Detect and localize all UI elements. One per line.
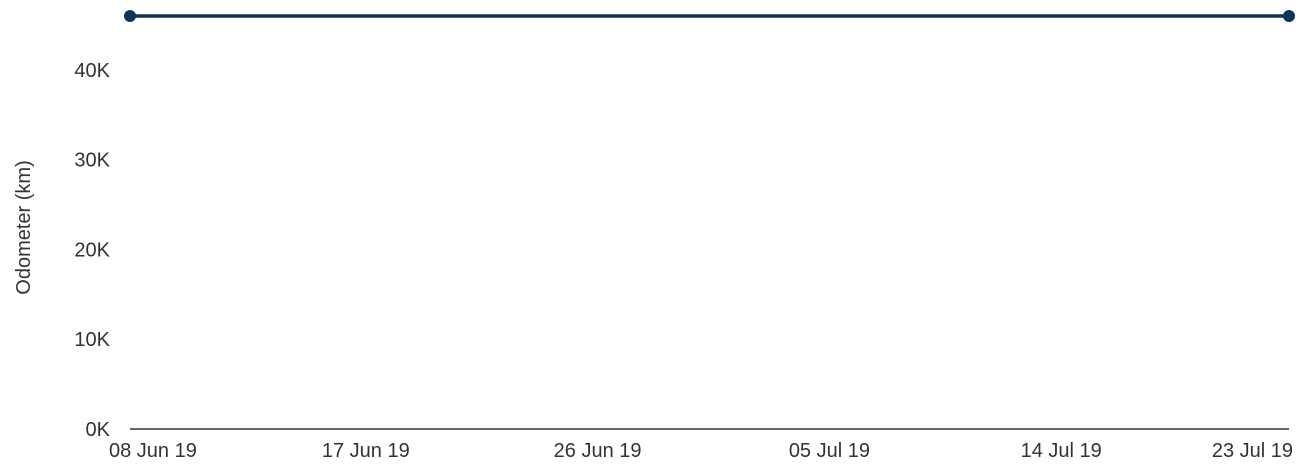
x-tick-label: 08 Jun 19 [109, 440, 197, 462]
y-tick-labels: 0K 10K 20K 30K 40K [74, 60, 110, 441]
y-axis-title-group: Odometer (km) [13, 160, 35, 294]
y-tick-label: 40K [74, 60, 110, 82]
x-tick-labels: 08 Jun 19 17 Jun 19 26 Jun 19 05 Jul 19 14 J… [109, 440, 1293, 462]
data-point[interactable] [124, 10, 136, 22]
x-tick-label: 26 Jun 19 [554, 440, 642, 462]
x-tick-label: 14 Jul 19 [1021, 440, 1102, 462]
y-tick-label: 20K [74, 239, 110, 261]
series-layer [124, 10, 1295, 22]
y-tick-label: 30K [74, 150, 110, 172]
y-tick-label: 10K [74, 329, 110, 351]
y-tick-label: 0K [86, 419, 111, 441]
x-tick-label: 17 Jun 19 [322, 440, 410, 462]
data-point[interactable] [1283, 10, 1295, 22]
x-tick-label: 23 Jul 19 [1212, 440, 1293, 462]
y-axis-title: Odometer (km) [13, 160, 35, 294]
x-tick-label: 05 Jul 19 [789, 440, 870, 462]
